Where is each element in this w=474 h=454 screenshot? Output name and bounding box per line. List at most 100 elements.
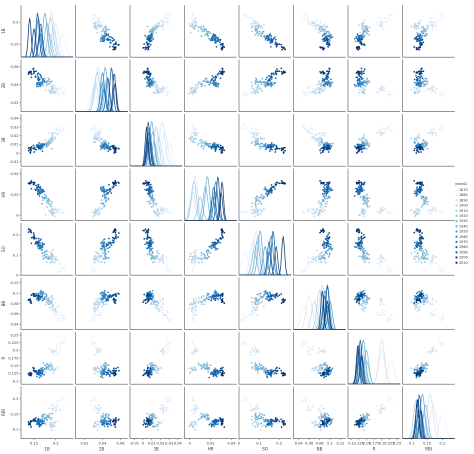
point-HR-3B-44 [156, 210, 159, 213]
point-1B-RBI-67 [422, 34, 424, 37]
point-3B-1B-39 [50, 136, 53, 139]
point-SO-HR-6 [192, 266, 195, 268]
point-1B-2B-71 [103, 32, 106, 35]
point-3B-HR-37 [191, 139, 194, 142]
point-1B-RBI-28 [418, 19, 421, 22]
point-2B-1B-96 [41, 82, 44, 84]
point-SO-BB-119 [328, 232, 331, 234]
point-1B-HR-49 [200, 25, 203, 28]
point-3B-1B-61 [48, 143, 50, 146]
point-SO-BB-17 [307, 256, 309, 258]
point-SO-R-122 [360, 235, 363, 238]
point-SO-RBI-35 [415, 260, 417, 263]
point-2B-3B-130 [147, 71, 150, 74]
point-2B-HR-109 [217, 72, 220, 75]
point-HR-R-113 [360, 186, 363, 189]
point-1B-HR-116 [215, 45, 218, 48]
point-2B-HR-115 [219, 77, 222, 80]
point-2B-RBI-132 [413, 70, 416, 73]
point-3B-SO-44 [261, 138, 264, 140]
point-SO-3B-78 [148, 247, 151, 250]
point-1B-BB-42 [317, 31, 320, 34]
point-3B-BB-16 [307, 129, 310, 132]
point-1B-HR-58 [202, 25, 205, 28]
point-3B-BB-125 [327, 147, 329, 150]
point-3B-RBI-2 [441, 126, 444, 129]
point-SO-1B-13 [55, 257, 58, 260]
point-3B-1B-30 [51, 134, 54, 136]
point-SO-HR-42 [189, 255, 192, 258]
point-HR-2B-54 [100, 199, 103, 201]
point-2B-HR-43 [195, 84, 198, 86]
point-1B-HR-47 [201, 28, 204, 30]
point-2B-SO-28 [253, 88, 255, 91]
point-SO-1B-98 [38, 245, 41, 248]
point-1B-HR-38 [194, 25, 196, 28]
point-1B-RBI-19 [432, 24, 434, 27]
point-HR-1B-38 [50, 209, 53, 211]
point-1B-2B-133 [114, 48, 116, 51]
point-HR-RBI-66 [420, 195, 423, 198]
point-SO-RBI-10 [430, 258, 433, 261]
point-SO-HR-53 [197, 257, 200, 260]
point-SO-R-49 [364, 254, 367, 257]
point-2B-1B-25 [54, 88, 57, 90]
point-1B-SO-2 [245, 14, 247, 17]
point-SO-R-15 [383, 260, 386, 263]
point-3B-RBI-16 [429, 129, 432, 132]
point-HR-BB-71 [328, 196, 331, 199]
point-3B-HR-5 [191, 129, 194, 132]
point-1B-BB-131 [321, 46, 324, 49]
point-3B-BB-48 [318, 142, 320, 144]
point-3B-RBI-26 [431, 132, 434, 135]
point-2B-3B-13 [166, 90, 168, 93]
point-2B-SO-105 [267, 79, 270, 82]
point-1B-RBI-15 [431, 17, 433, 20]
point-2B-BB-79 [329, 85, 332, 88]
point-2B-R-84 [358, 81, 361, 84]
point-1B-BB-115 [325, 38, 328, 41]
point-SO-R-125 [363, 233, 365, 236]
point-1B-2B-128 [112, 48, 115, 51]
point-1B-BB-134 [320, 47, 322, 49]
point-3B-HR-123 [219, 144, 222, 147]
cell-3B-vs-BB [293, 114, 346, 167]
point-1B-BB-64 [325, 31, 328, 33]
point-2B-SO-8 [245, 93, 248, 96]
point-2B-1B-52 [49, 81, 52, 84]
point-HR-BB-62 [321, 200, 324, 203]
point-HR-1B-68 [41, 196, 44, 198]
point-3B-SO-0 [243, 123, 245, 126]
point-SO-BB-81 [328, 243, 331, 245]
point-2B-HR-106 [212, 76, 215, 79]
point-SO-RBI-16 [429, 263, 432, 266]
point-HR-BB-104 [323, 190, 326, 193]
point-3B-RBI-44 [413, 138, 416, 140]
point-HR-R-58 [365, 200, 368, 203]
point-1B-2B-93 [103, 39, 106, 42]
point-2B-SO-116 [269, 76, 272, 79]
point-1B-2B-39 [98, 25, 100, 28]
point-1B-R-33 [360, 23, 363, 25]
point-3B-1B-7 [59, 125, 62, 128]
point-HR-3B-103 [144, 188, 146, 191]
point-SO-3B-56 [148, 253, 151, 256]
point-3B-2B-4 [89, 126, 92, 129]
cell-HR-vs-RBI [402, 168, 455, 221]
point-HR-BB-42 [317, 213, 320, 216]
point-1B-BB-11 [307, 23, 310, 25]
point-2B-SO-133 [284, 71, 286, 73]
point-1B-RBI-16 [429, 17, 432, 19]
point-2B-HR-132 [223, 70, 226, 73]
point-1B-HR-34 [191, 22, 193, 25]
point-3B-2B-41 [93, 137, 96, 140]
point-3B-HR-53 [197, 143, 200, 146]
point-2B-1B-112 [37, 75, 40, 78]
point-3B-BB-51 [320, 141, 323, 144]
point-3B-SO-63 [260, 145, 263, 148]
point-1B-RBI-65 [425, 32, 428, 35]
point-HR-2B-43 [101, 208, 104, 210]
point-SO-3B-66 [151, 255, 154, 258]
point-1B-SO-13 [254, 20, 257, 23]
point-2B-RBI-7 [439, 91, 442, 94]
